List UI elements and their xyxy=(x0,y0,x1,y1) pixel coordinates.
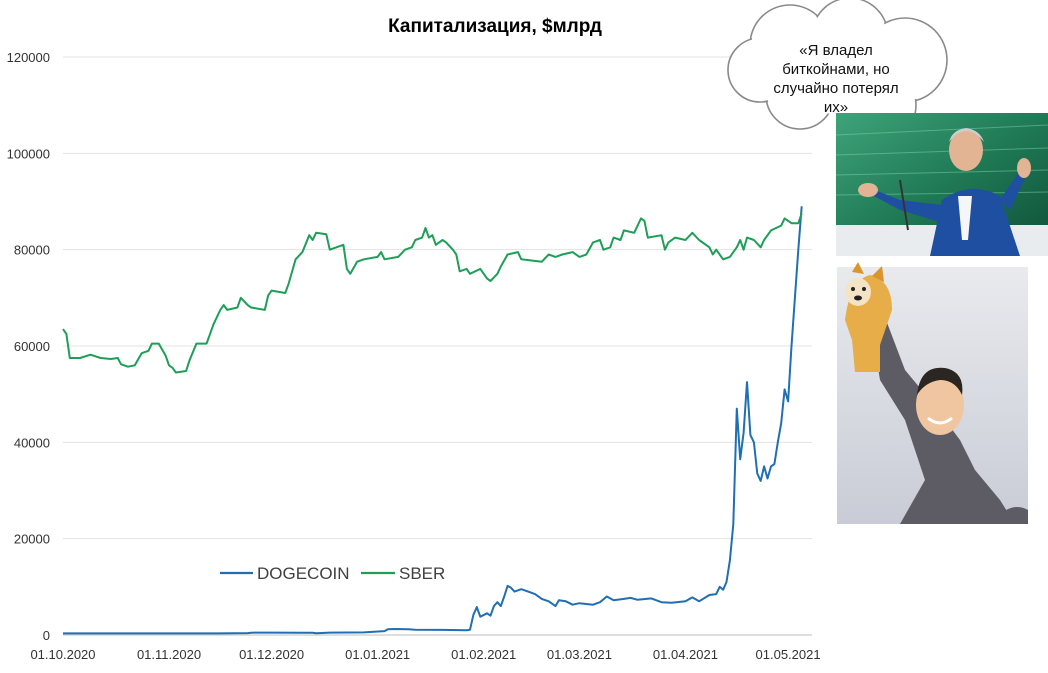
y-tick-label: 40000 xyxy=(14,435,50,450)
y-tick-label: 100000 xyxy=(7,146,50,161)
bubble-line-2: биткойнами, но xyxy=(782,61,890,78)
series-line-dogecoin xyxy=(63,206,803,635)
x-axis-ticks: 01.10.2020 01.11.2020 01.12.2020 01.01.2021… xyxy=(30,647,820,662)
thought-bubble: «Я владел биткойнами, но случайно потеря… xyxy=(727,0,948,166)
photo-meme xyxy=(837,262,1028,524)
x-tick-label: 01.04.2021 xyxy=(653,647,718,662)
series-line-sber xyxy=(62,213,803,374)
y-tick-label: 60000 xyxy=(14,339,50,354)
bubble-line-4: их» xyxy=(824,99,848,116)
x-tick-label: 01.03.2021 xyxy=(547,647,612,662)
x-tick-label: 01.01.2021 xyxy=(345,647,410,662)
x-tick-label: 01.12.2020 xyxy=(239,647,304,662)
photo-speaker xyxy=(835,113,1048,256)
chart-title: Капитализация, $млрд xyxy=(388,16,602,37)
legend-label-dogecoin: DOGECOIN xyxy=(257,564,350,583)
bubble-line-3: случайно потерял xyxy=(773,80,898,97)
y-tick-label: 0 xyxy=(43,628,50,643)
x-tick-label: 01.02.2021 xyxy=(451,647,516,662)
x-tick-label: 01.10.2020 xyxy=(30,647,95,662)
bubble-line-1: «Я владел xyxy=(799,42,872,59)
gridlines xyxy=(63,56,812,636)
y-tick-label: 20000 xyxy=(14,532,50,547)
series-lines xyxy=(62,206,803,635)
x-tick-label: 01.05.2021 xyxy=(756,647,821,662)
x-tick-label: 01.11.2020 xyxy=(137,647,201,662)
y-axis-ticks: 0 20000 40000 60000 80000 100000 120000 xyxy=(7,50,50,643)
y-tick-label: 120000 xyxy=(7,50,50,65)
legend-label-sber: SBER xyxy=(399,564,445,583)
legend: DOGECOIN SBER xyxy=(220,564,445,583)
y-tick-label: 80000 xyxy=(14,243,50,258)
